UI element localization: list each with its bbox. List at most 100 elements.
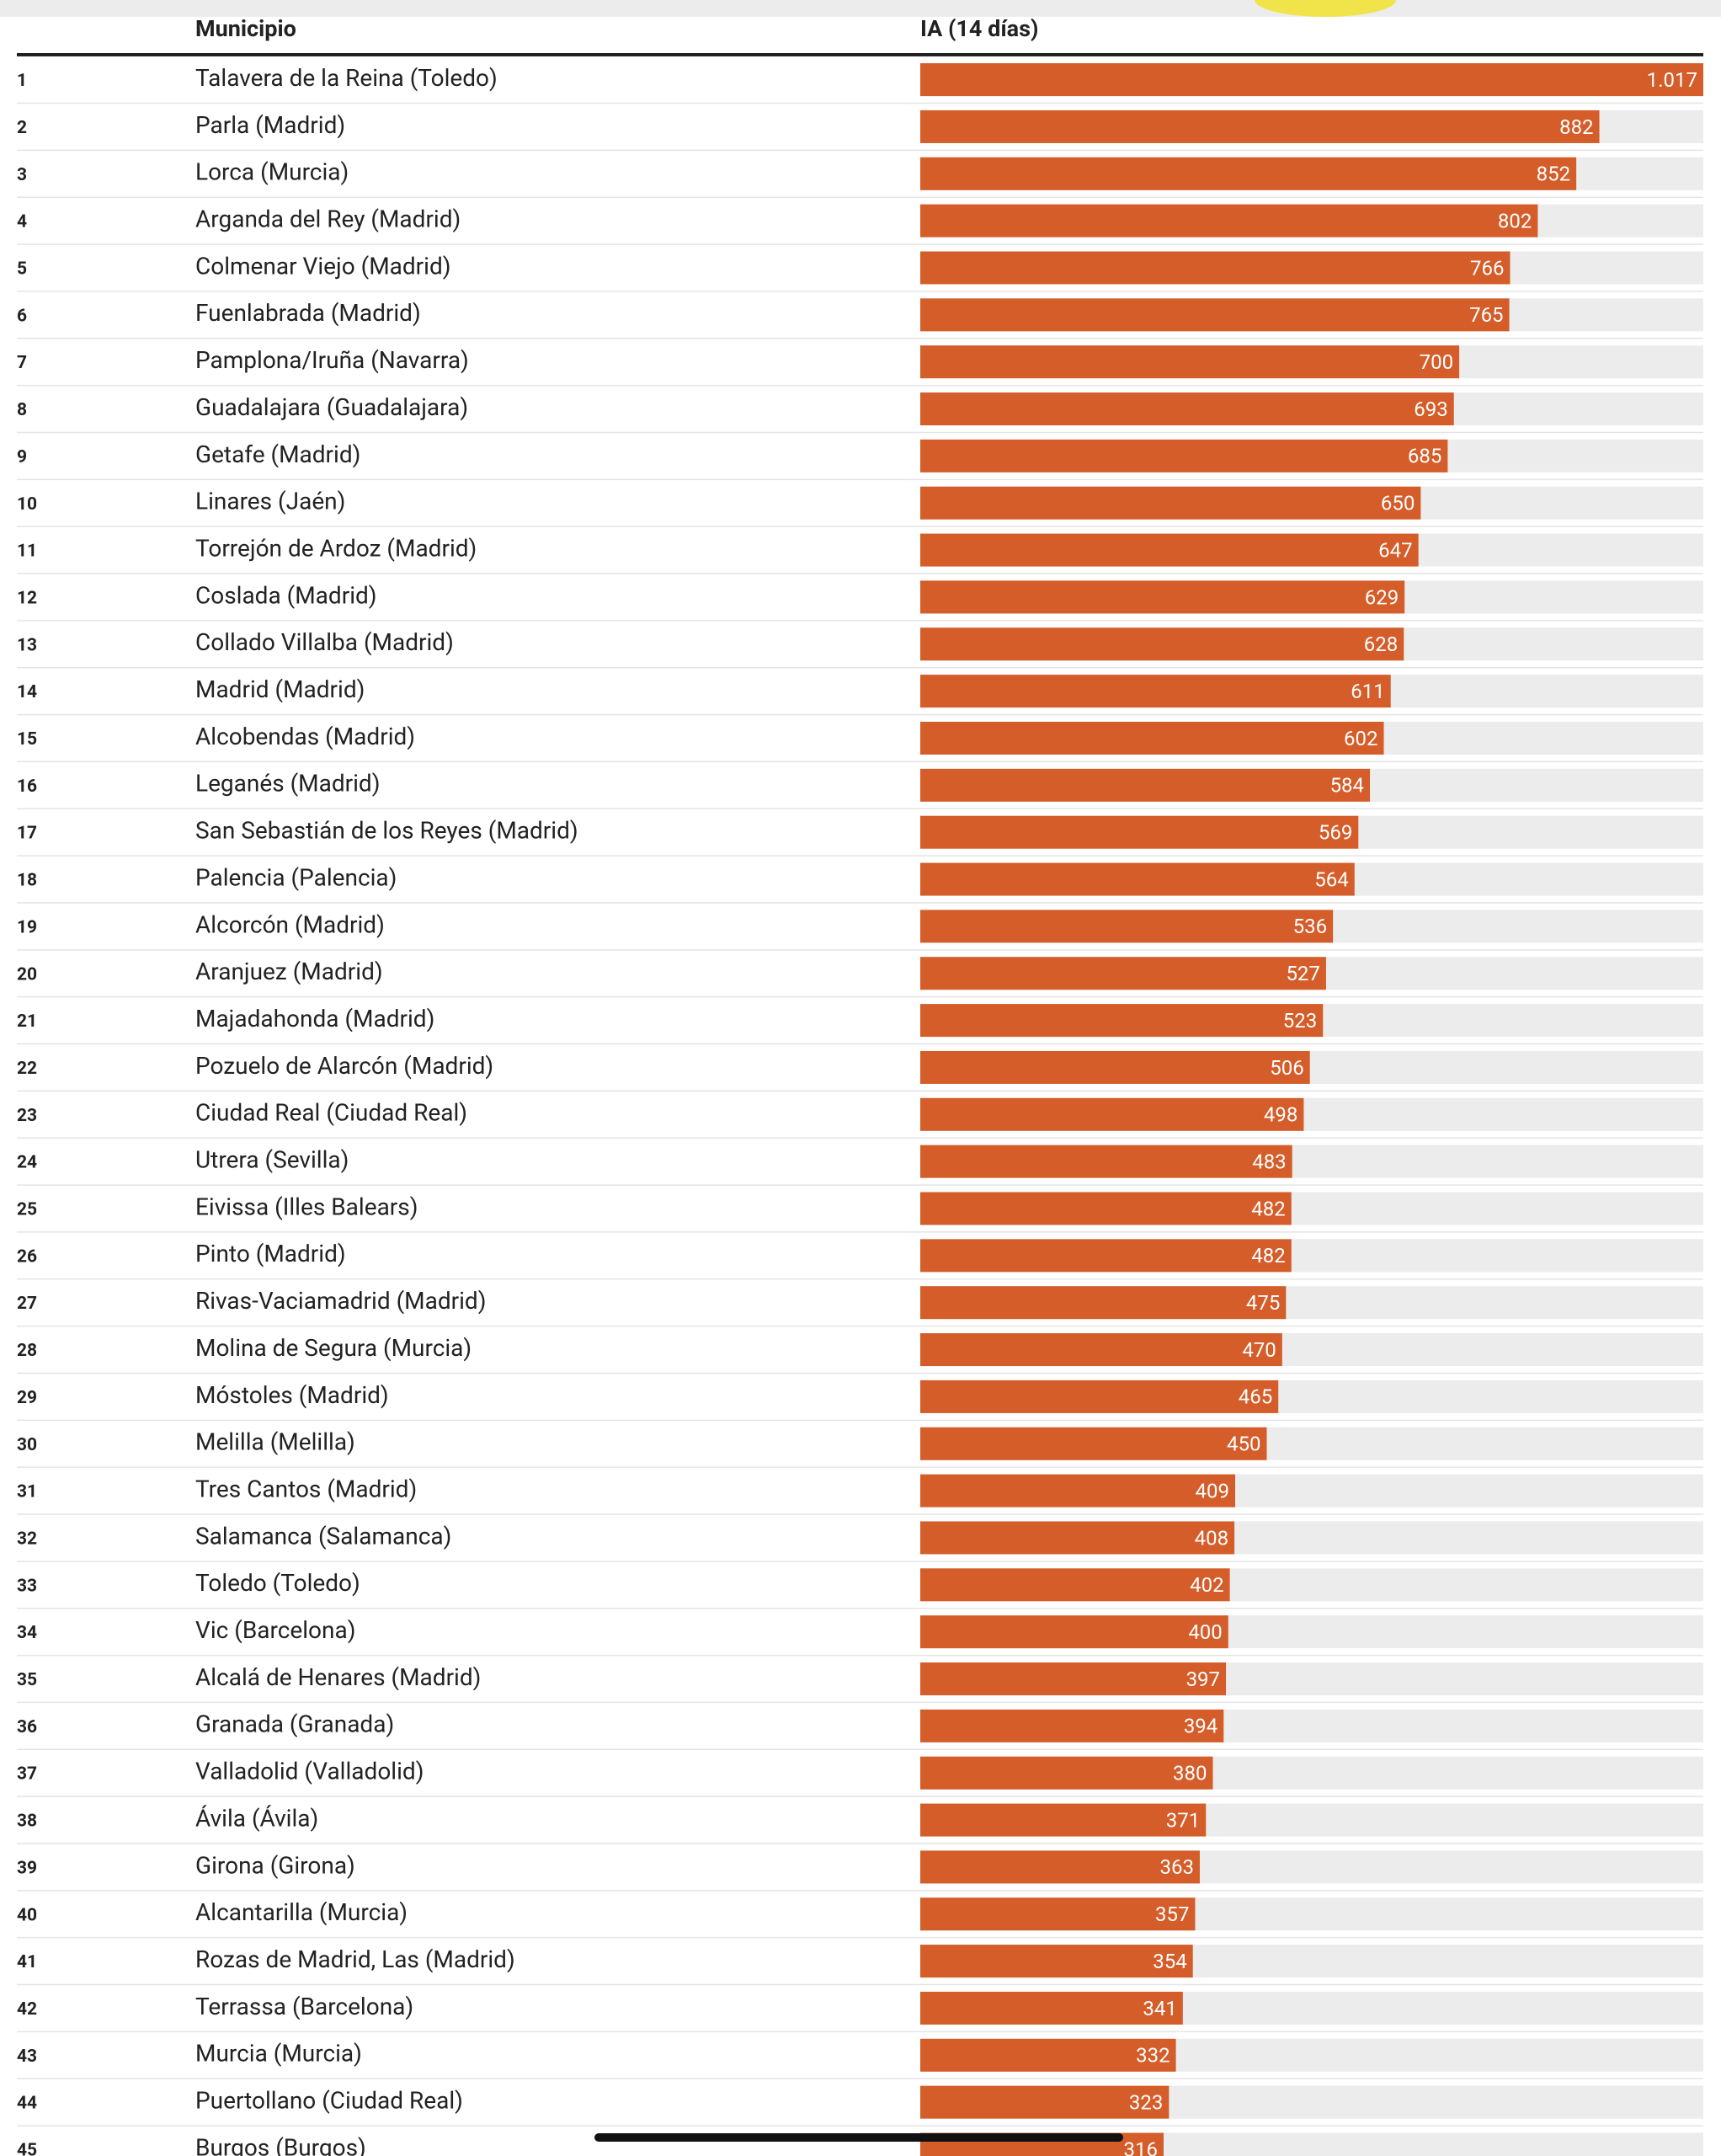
municipality: Eivissa (Illes Balears) (195, 1193, 418, 1220)
value-label: 564 (1314, 867, 1348, 891)
rank: 3 (17, 165, 27, 185)
rank: 35 (17, 1670, 37, 1690)
bar (920, 815, 1359, 849)
municipality: Coslada (Madrid) (195, 581, 377, 609)
rank: 2 (17, 118, 27, 138)
value-label: 693 (1414, 398, 1447, 421)
rank: 32 (17, 1529, 37, 1549)
municipality: Toledo (Toledo) (195, 1569, 360, 1597)
value-label: 394 (1184, 1715, 1217, 1738)
bar (920, 345, 1460, 379)
bar (920, 1709, 1224, 1742)
rank: 30 (17, 1435, 37, 1455)
rank: 5 (17, 259, 27, 280)
rank: 9 (17, 447, 27, 467)
value-label: 400 (1188, 1620, 1222, 1644)
value-label: 402 (1190, 1573, 1223, 1597)
value-label: 611 (1351, 680, 1384, 703)
rank: 17 (17, 824, 37, 844)
rank: 44 (17, 2094, 37, 2114)
bar (920, 1050, 1310, 1084)
bar (920, 1474, 1236, 1508)
value-label: 470 (1242, 1338, 1276, 1362)
bar (920, 1192, 1292, 1225)
municipality: Guadalajara (Guadalajara) (195, 393, 468, 421)
bar (920, 768, 1371, 802)
bar (920, 1380, 1279, 1413)
bar (920, 392, 1454, 426)
rank: 4 (17, 212, 27, 232)
municipality: Murcia (Murcia) (195, 2040, 362, 2068)
bar (920, 157, 1577, 190)
rank: 8 (17, 400, 27, 420)
value-label: 802 (1498, 209, 1532, 232)
value-label: 523 (1283, 1009, 1317, 1033)
header-municipio: Municipio (195, 15, 296, 42)
value-label: 408 (1195, 1526, 1228, 1550)
value-label: 1.017 (1647, 68, 1697, 92)
municipality: Getafe (Madrid) (195, 440, 360, 468)
value-label: 482 (1251, 1244, 1285, 1267)
municipality: Lorca (Murcia) (195, 158, 349, 186)
value-label: 450 (1227, 1433, 1260, 1456)
value-label: 363 (1159, 1855, 1193, 1879)
bar (920, 1756, 1213, 1790)
value-label: 323 (1129, 2090, 1163, 2114)
bar (920, 1097, 1304, 1131)
rank: 42 (17, 1999, 37, 2020)
bar (920, 1662, 1227, 1695)
bar (920, 533, 1419, 567)
rank: 22 (17, 1059, 37, 1079)
rank: 36 (17, 1717, 37, 1737)
yellow-tab (1255, 0, 1396, 17)
value-label: 569 (1319, 821, 1352, 845)
rank: 19 (17, 917, 37, 937)
value-label: 357 (1155, 1903, 1189, 1926)
rank: 15 (17, 729, 37, 750)
municipality: Madrid (Madrid) (195, 675, 365, 703)
value-label: 685 (1408, 445, 1441, 468)
bar (920, 1945, 1193, 1978)
municipality: Melilla (Melilla) (195, 1428, 355, 1456)
rank: 34 (17, 1623, 37, 1643)
rank: 20 (17, 964, 37, 985)
municipality: Pozuelo de Alarcón (Madrid) (195, 1052, 493, 1080)
rank: 39 (17, 1858, 37, 1878)
municipality: Majadahonda (Madrid) (195, 1005, 434, 1033)
value-label: 475 (1246, 1291, 1280, 1315)
bar (920, 580, 1405, 614)
bar (920, 862, 1355, 896)
municipality: Molina de Segura (Murcia) (195, 1334, 472, 1362)
municipality: Puertollano (Ciudad Real) (195, 2087, 463, 2115)
bar (920, 63, 1703, 97)
municipality: Leganés (Madrid) (195, 770, 380, 798)
municipality: Ciudad Real (Ciudad Real) (195, 1099, 467, 1127)
municipality: Terrassa (Barcelona) (195, 1993, 413, 2020)
municipality: Vic (Barcelona) (195, 1616, 355, 1644)
value-label: 700 (1420, 350, 1453, 374)
bar (920, 1286, 1287, 1320)
rank: 37 (17, 1764, 37, 1785)
rank: 26 (17, 1246, 37, 1267)
municipality: Talavera de la Reina (Toledo) (195, 64, 498, 92)
value-label: 584 (1330, 774, 1364, 798)
municipality: Palencia (Palencia) (195, 863, 397, 891)
value-label: 332 (1136, 2044, 1170, 2068)
value-label: 852 (1537, 163, 1570, 186)
rank: 40 (17, 1905, 37, 1925)
bar (920, 1897, 1196, 1931)
value-label: 650 (1381, 492, 1415, 515)
bar (920, 1004, 1324, 1038)
rank: 6 (17, 306, 27, 326)
value-label: 397 (1186, 1668, 1220, 1691)
municipality: Alcorcón (Madrid) (195, 910, 385, 938)
value-label: 766 (1470, 256, 1504, 280)
rank: 24 (17, 1153, 37, 1173)
bar (920, 1145, 1292, 1178)
municipality: Arganda del Rey (Madrid) (195, 205, 461, 233)
bar (920, 627, 1404, 661)
bar (920, 1239, 1292, 1273)
municipality: Móstoles (Madrid) (195, 1381, 389, 1409)
value-label: 354 (1153, 1950, 1186, 1973)
